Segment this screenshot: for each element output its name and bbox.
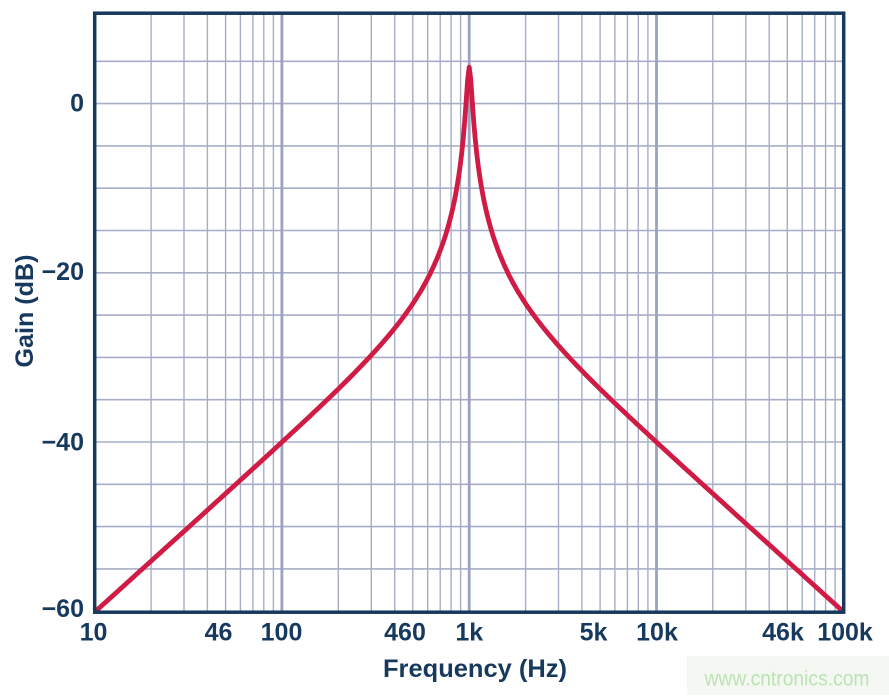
svg-text:10k: 10k (636, 619, 678, 647)
svg-text:1k: 1k (455, 619, 483, 647)
svg-text:5k: 5k (580, 619, 608, 647)
svg-text:460: 460 (384, 619, 426, 647)
svg-text:−40: −40 (42, 428, 84, 456)
svg-text:10: 10 (80, 619, 108, 647)
svg-text:46k: 46k (762, 619, 804, 647)
svg-text:46: 46 (205, 619, 233, 647)
svg-text:100k: 100k (817, 619, 873, 647)
svg-text:0: 0 (70, 90, 84, 118)
svg-text:www.cntronics.com: www.cntronics.com (704, 667, 870, 691)
svg-text:Frequency (Hz): Frequency (Hz) (383, 655, 567, 683)
svg-text:−60: −60 (42, 595, 84, 623)
svg-text:Gain (dB): Gain (dB) (11, 255, 39, 368)
svg-text:−20: −20 (42, 258, 84, 286)
svg-text:100: 100 (261, 619, 303, 647)
